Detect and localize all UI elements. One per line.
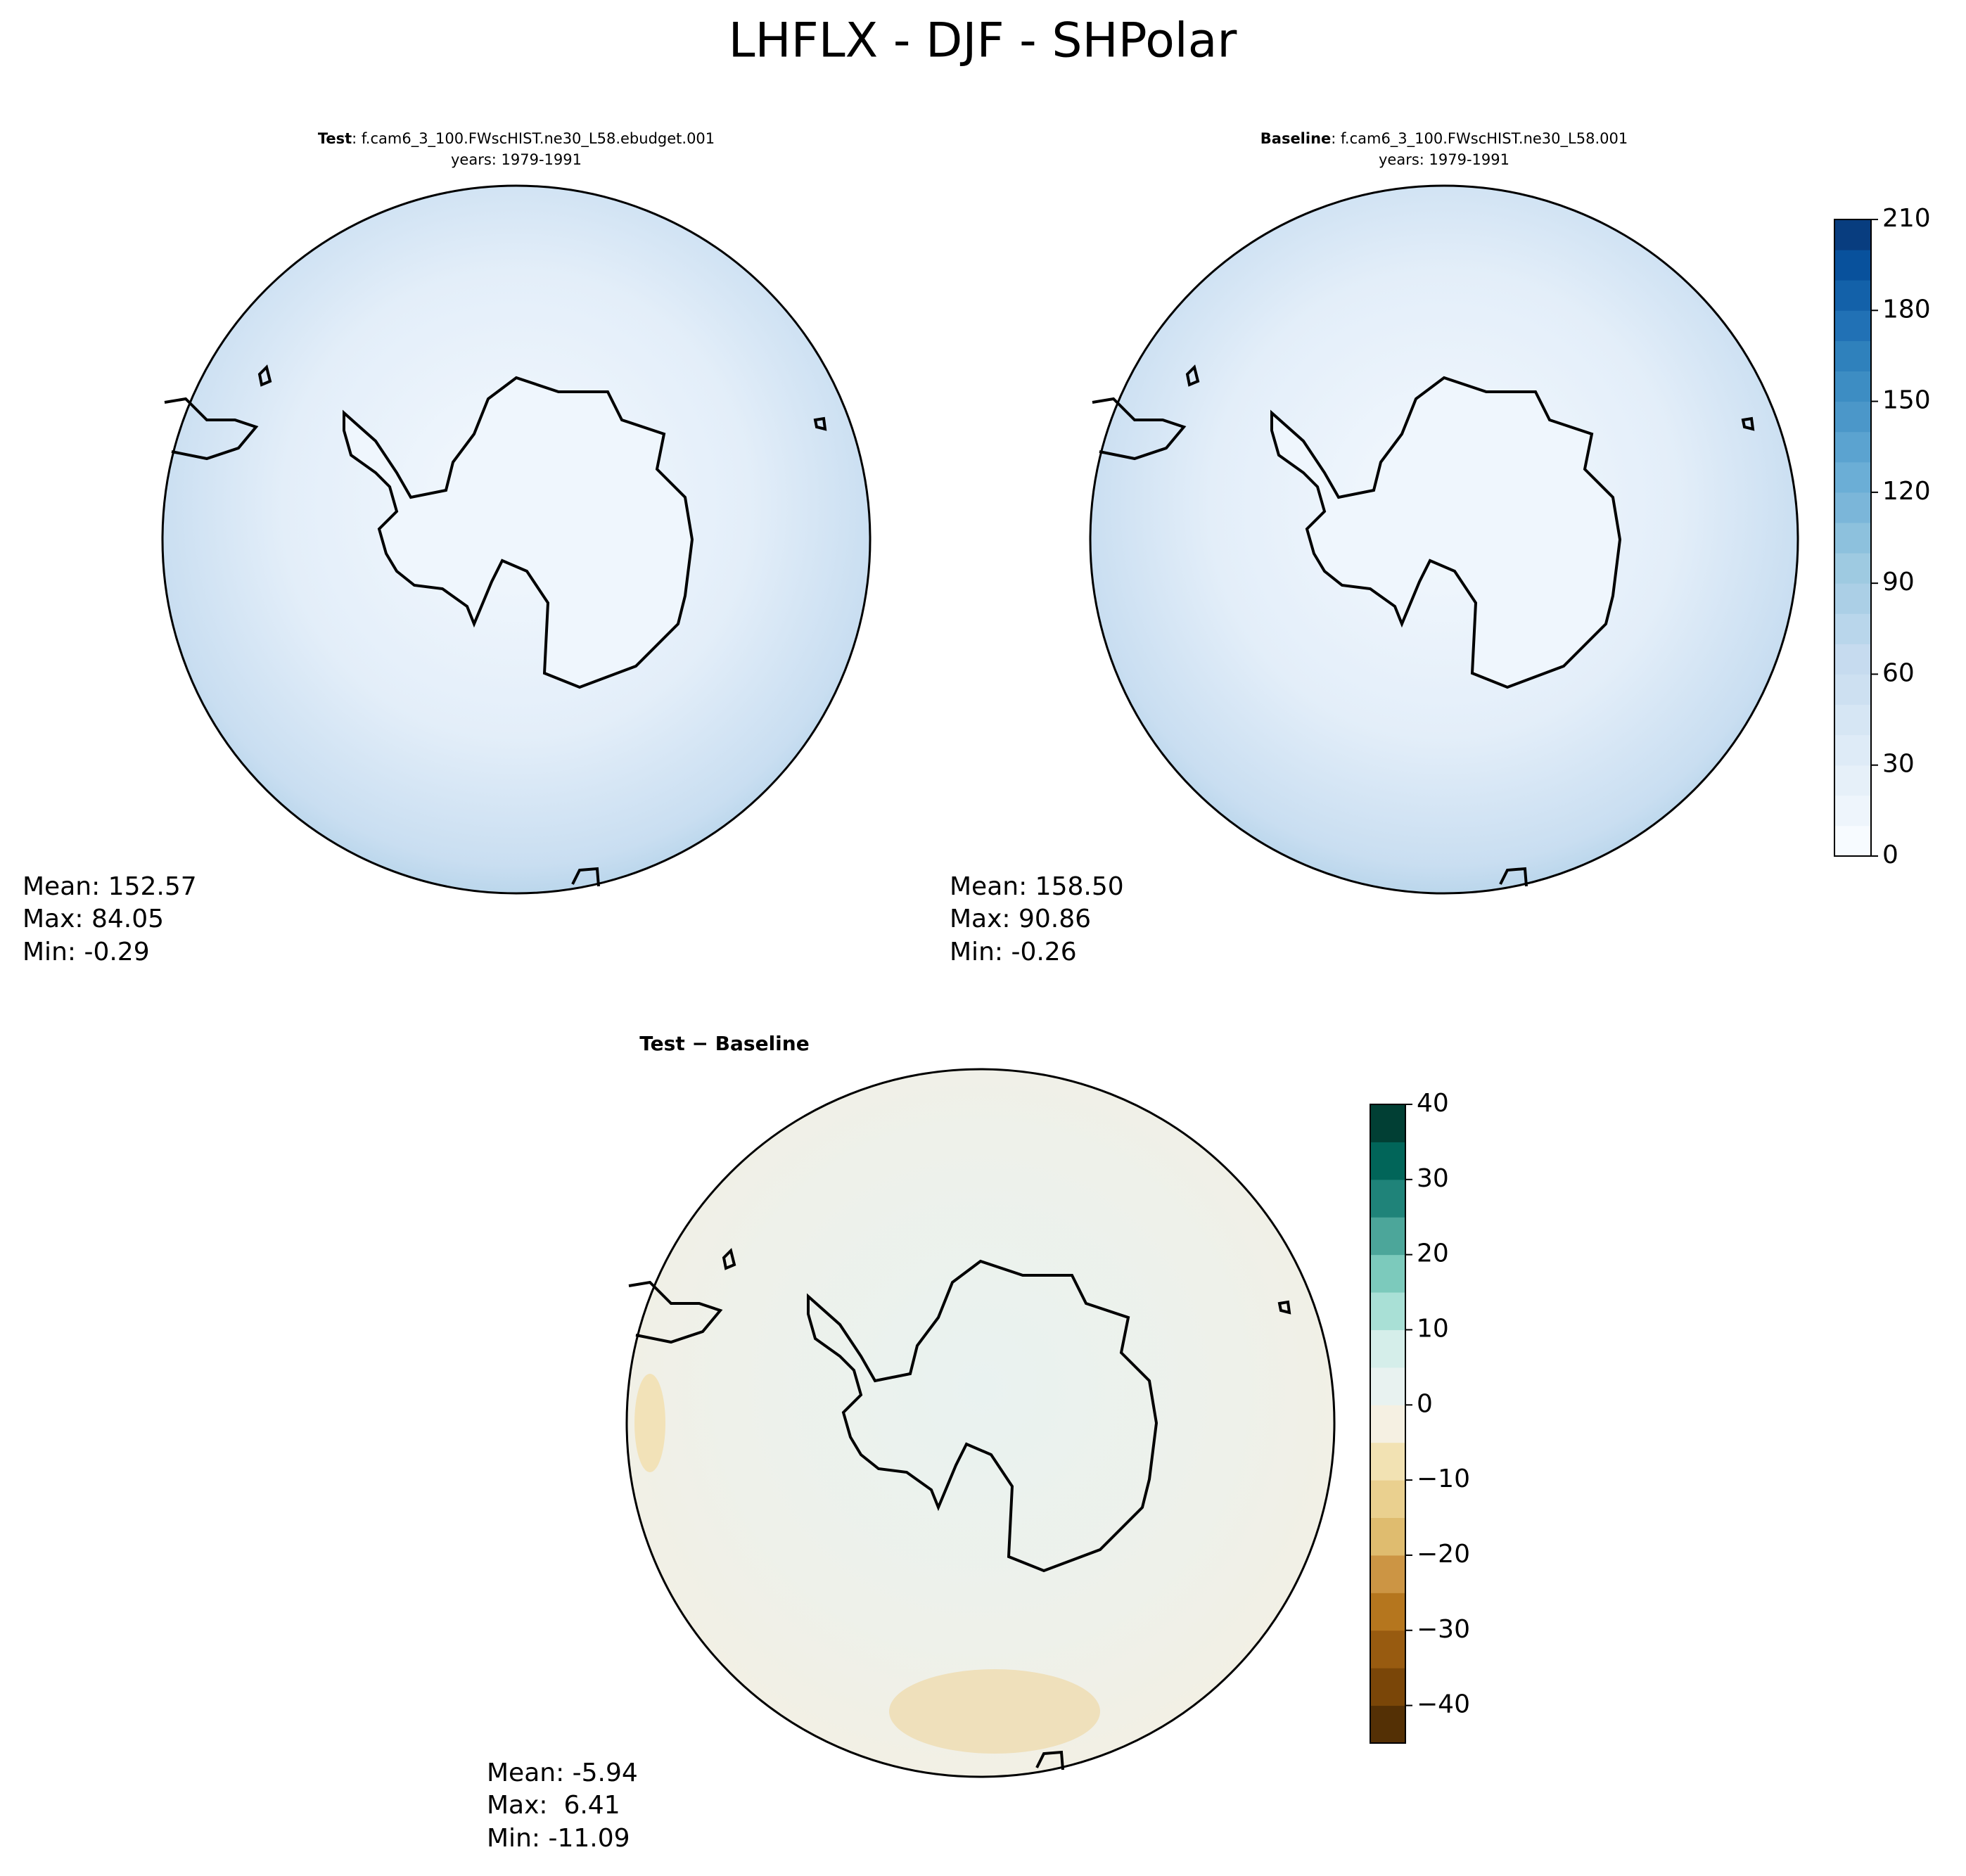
colorbar-band [1370, 1179, 1405, 1218]
colorbar-band [1834, 583, 1871, 614]
colorbar-band [1834, 340, 1871, 371]
colorbar-tick-label: −30 [1417, 1615, 1470, 1644]
colorbar-band [1370, 1254, 1405, 1293]
colorbar-band [1834, 553, 1871, 584]
stat: Max: 6.41 [487, 1791, 620, 1820]
panel-years: years: 1979-1991 [1379, 151, 1509, 168]
stat: Min: -0.29 [23, 938, 150, 966]
stat: Min: -0.26 [950, 938, 1077, 966]
colorbar-tick-label: 0 [1882, 841, 1898, 869]
colorbar-tick-label: −40 [1417, 1690, 1470, 1719]
colorbar-tick-label: 20 [1417, 1239, 1449, 1268]
colorbar-band [1834, 674, 1871, 706]
colorbar-tick-label: 0 [1417, 1389, 1433, 1418]
colorbar-frame [1370, 1104, 1406, 1744]
colorbar-band [1370, 1104, 1405, 1142]
stat: Min: -11.09 [487, 1824, 630, 1853]
colorbar-band [1834, 280, 1871, 311]
colorbar-band [1834, 644, 1871, 675]
colorbar-band [1370, 1405, 1405, 1443]
stat: Mean: 152.57 [23, 872, 197, 901]
colorbar-band [1370, 1555, 1405, 1593]
colorbar-band [1834, 219, 1871, 250]
colorbar-band [1834, 704, 1871, 736]
colorbar-band [1370, 1142, 1405, 1180]
colorbar-band [1834, 250, 1871, 281]
colorbar-tick-label: 40 [1417, 1089, 1449, 1118]
colorbar-band [1834, 765, 1871, 796]
panel-title: Test − Baseline [639, 1032, 809, 1055]
panel-years: years: 1979-1991 [451, 151, 582, 168]
colorbar-band [1834, 461, 1871, 493]
figure-title: LHFLX - DJF - SHPolar [729, 13, 1237, 69]
panel-title-bold: Baseline [1260, 130, 1332, 147]
colorbar-band [1370, 1517, 1405, 1556]
map [1089, 184, 1799, 895]
colorbar-tick-label: −20 [1417, 1540, 1470, 1569]
colorbar-band [1834, 522, 1871, 554]
map [625, 1068, 1336, 1778]
panel-title-rest: : f.cam6_3_100.FWscHIST.ne30_L58.ebudget… [352, 130, 715, 148]
colorbar-band [1370, 1480, 1405, 1519]
colorbar-tick-label: 150 [1882, 386, 1931, 415]
colorbar-band [1370, 1329, 1405, 1368]
colorbar-band [1370, 1292, 1405, 1330]
colorbar-band [1370, 1217, 1405, 1256]
colorbar-band [1834, 310, 1871, 341]
colorbar-band [1834, 401, 1871, 433]
colorbar-band [1834, 371, 1871, 402]
colorbar-band [1370, 1367, 1405, 1405]
colorbar-band [1834, 492, 1871, 523]
colorbar-band [1370, 1705, 1405, 1744]
stat: Max: 90.86 [950, 905, 1091, 933]
colorbar-band [1834, 613, 1871, 644]
colorbar-band [1834, 825, 1871, 857]
stat: Mean: 158.50 [950, 872, 1124, 901]
colorbar-band [1834, 795, 1871, 827]
colorbar-tick-label: 10 [1417, 1314, 1449, 1343]
colorbar-tick-label: 180 [1882, 295, 1931, 324]
colorbar-tick-label: −10 [1417, 1465, 1470, 1493]
map [161, 184, 872, 895]
colorbar-tick-label: 120 [1882, 477, 1931, 506]
colorbar-frame [1834, 219, 1872, 857]
stat: Mean: -5.94 [487, 1759, 638, 1787]
colorbar-tick-label: 90 [1882, 568, 1915, 596]
colorbar-tick-label: 30 [1417, 1164, 1449, 1193]
panel-title: Baseline: f.cam6_3_100.FWscHIST.ne30_L58… [1260, 130, 1628, 148]
colorbar-band [1370, 1593, 1405, 1631]
colorbar-band [1370, 1668, 1405, 1706]
colorbar-tick-label: 30 [1882, 750, 1915, 779]
colorbar-band [1370, 1630, 1405, 1668]
panel-title-rest: : f.cam6_3_100.FWscHIST.ne30_L58.001 [1331, 130, 1628, 148]
colorbar-band [1834, 734, 1871, 766]
colorbar-tick-label: 210 [1882, 204, 1931, 233]
colorbar-band [1370, 1442, 1405, 1481]
stat: Max: 84.05 [23, 905, 164, 933]
panel-title-bold: Test [318, 130, 352, 147]
panel-title: Test: f.cam6_3_100.FWscHIST.ne30_L58.ebu… [318, 130, 715, 148]
colorbar-band [1834, 431, 1871, 463]
colorbar-tick-label: 60 [1882, 658, 1915, 687]
